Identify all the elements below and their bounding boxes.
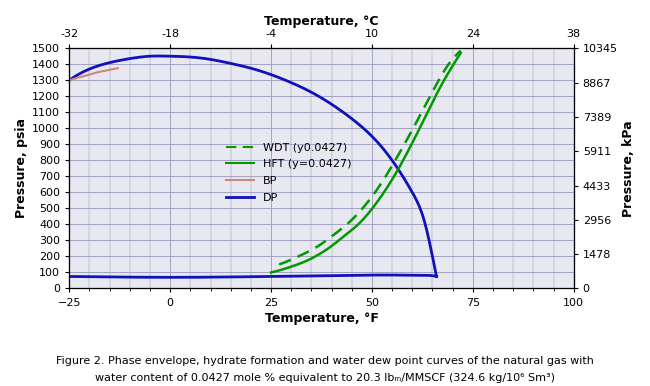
Text: water content of 0.0427 mole % equivalent to 20.3 lbₘ/MMSCF (324.6 kg/10⁶ Sm³): water content of 0.0427 mole % equivalen…	[95, 372, 555, 383]
Legend: WDT (y0.0427), HFT (y=0.0427), BP, DP: WDT (y0.0427), HFT (y=0.0427), BP, DP	[226, 143, 352, 203]
X-axis label: Temperature, °F: Temperature, °F	[265, 312, 378, 325]
Text: Figure 2. Phase envelope, hydrate formation and water dew point curves of the na: Figure 2. Phase envelope, hydrate format…	[56, 356, 594, 366]
Y-axis label: Pressure, psia: Pressure, psia	[15, 119, 28, 218]
Y-axis label: Pressure, kPa: Pressure, kPa	[622, 120, 635, 217]
X-axis label: Temperature, °C: Temperature, °C	[265, 15, 379, 28]
